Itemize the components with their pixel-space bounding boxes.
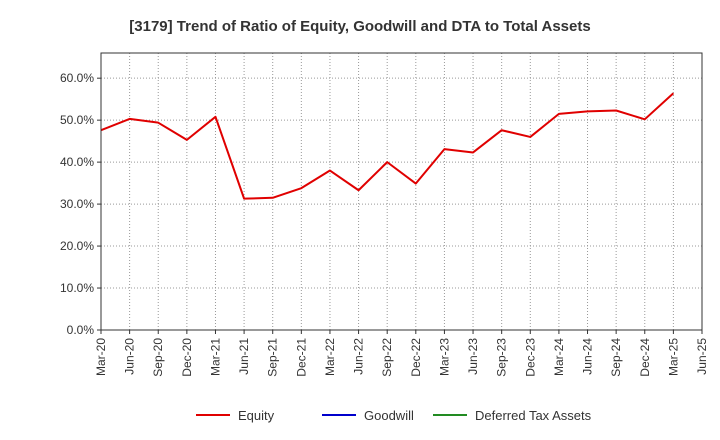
x-tick-label: Dec-20 — [180, 338, 194, 377]
x-tick-label: Sep-21 — [266, 338, 280, 377]
chart-title: [3179] Trend of Ratio of Equity, Goodwil… — [129, 18, 590, 35]
x-tick-label: Mar-23 — [437, 338, 451, 376]
x-tick-label: Jun-21 — [237, 338, 251, 375]
x-tick-label: Dec-22 — [409, 338, 423, 377]
y-tick-label: 20.0% — [60, 239, 94, 253]
x-tick-label: Sep-20 — [151, 338, 165, 377]
x-tick-label: Jun-25 — [695, 338, 709, 375]
x-tick-label: Jun-23 — [466, 338, 480, 375]
x-tick-label: Sep-22 — [380, 338, 394, 377]
y-tick-label: 30.0% — [60, 197, 94, 211]
x-tick-label: Dec-23 — [523, 338, 537, 377]
x-tick-label: Mar-25 — [666, 338, 680, 376]
legend-label-deferred-tax-assets: Deferred Tax Assets — [475, 408, 592, 423]
legend-label-equity: Equity — [238, 408, 275, 423]
x-tick-label: Dec-21 — [294, 338, 308, 377]
y-tick-label: 60.0% — [60, 71, 94, 85]
y-tick-label: 0.0% — [67, 323, 95, 337]
legend: Equity Goodwill Deferred Tax Assets — [196, 408, 592, 423]
grid — [100, 53, 703, 331]
x-tick-label: Sep-24 — [609, 338, 623, 377]
x-tick-label: Mar-24 — [552, 338, 566, 376]
x-tick-label: Sep-23 — [495, 338, 509, 377]
x-tick-label: Mar-22 — [323, 338, 337, 376]
series-line-equity — [100, 92, 675, 200]
y-tick-label: 50.0% — [60, 113, 94, 127]
x-tick-label: Mar-20 — [94, 338, 108, 376]
x-axis: Mar-20 Jun-20 Sep-20 Dec-20 Mar-21 Jun-21 Sep-… — [94, 330, 709, 377]
x-tick-label: Jun-20 — [123, 338, 137, 375]
x-tick-label: Mar-21 — [208, 338, 222, 376]
y-tick-label: 10.0% — [60, 281, 94, 295]
x-tick-label: Jun-24 — [581, 338, 595, 375]
plot-frame — [100, 52, 703, 331]
plot-series — [100, 92, 675, 200]
legend-label-goodwill: Goodwill — [364, 408, 414, 423]
x-tick-label: Jun-22 — [352, 338, 366, 375]
y-axis: 0.0% 10.0% 20.0% 30.0% 40.0% 50.0% 60.0% — [60, 71, 101, 337]
y-tick-label: 40.0% — [60, 155, 94, 169]
x-tick-label: Dec-24 — [638, 338, 652, 377]
